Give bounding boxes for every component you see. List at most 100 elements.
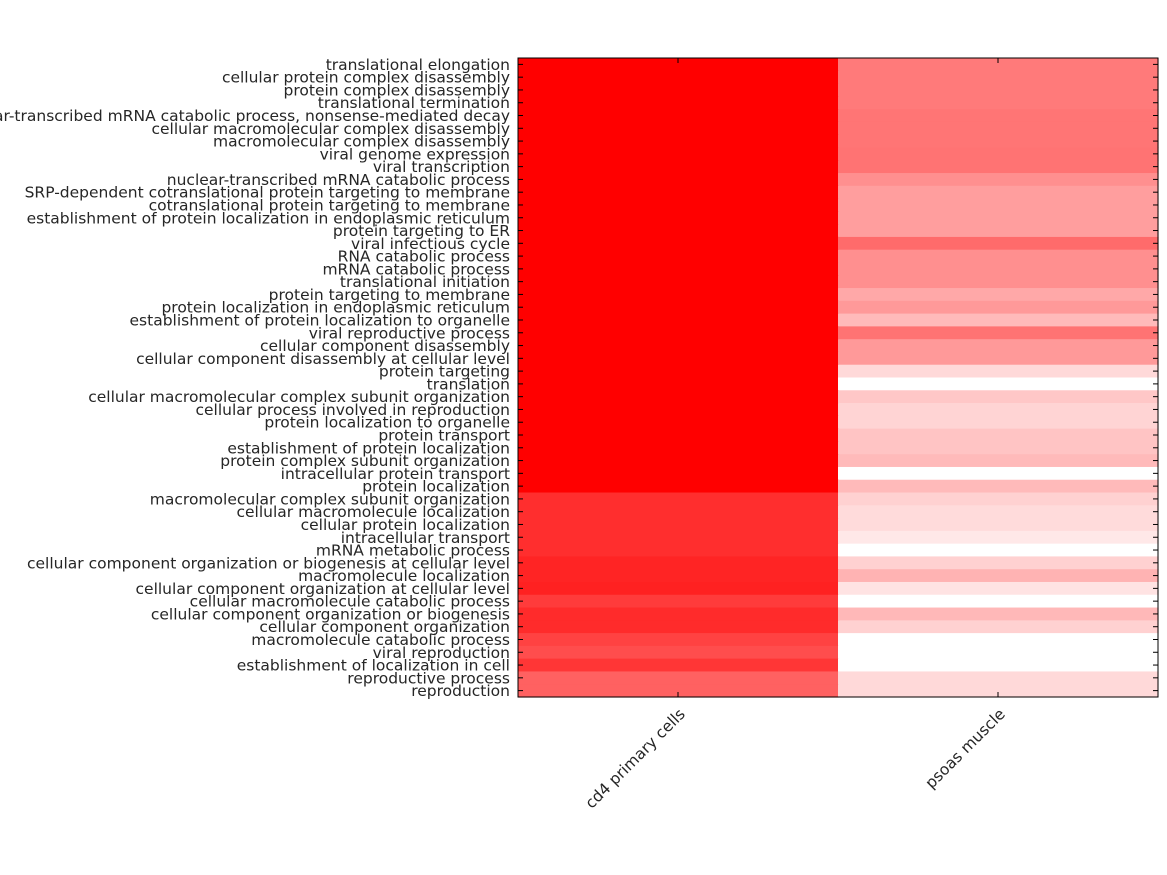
heatmap-cell: [838, 109, 1159, 123]
y-tick-label: protein localization to organelle: [264, 414, 510, 432]
heatmap-cell: [838, 224, 1159, 238]
y-tick-label: cellular protein complex disassembly: [222, 69, 510, 87]
heatmap-cell: [838, 594, 1159, 609]
heatmap-cell: [838, 556, 1159, 570]
y-tick-label: protein localization: [362, 478, 510, 496]
heatmap-cell: [838, 326, 1159, 340]
heatmap-cell: [838, 479, 1159, 494]
y-tick-label: RNA catabolic process: [338, 248, 510, 266]
heatmap-cell: [838, 275, 1159, 289]
y-tick-label: cellular macromolecular complex disassem…: [151, 120, 510, 138]
heatmap-cell: [838, 415, 1159, 430]
heatmap-cell: [518, 160, 839, 174]
y-tick-label: macromolecular complex subunit organizat…: [150, 490, 510, 508]
heatmap-cell: [838, 121, 1159, 136]
y-tick-label: protein transport: [378, 427, 510, 445]
heatmap-cell: [518, 620, 839, 634]
y-tick-label: cellular process involved in reproductio…: [195, 401, 510, 419]
heatmap-cell: [518, 428, 839, 442]
y-tick-label: viral reproductive process: [309, 324, 510, 342]
heatmap-cell: [518, 454, 839, 468]
y-tick-label: protein localization in endoplasmic reti…: [161, 299, 510, 317]
y-tick-label: reproduction: [411, 682, 510, 700]
heatmap-cell: [518, 249, 839, 264]
heatmap-cell: [518, 492, 839, 506]
y-tick-label: macromolecule localization: [298, 567, 510, 585]
heatmap-cell: [518, 70, 839, 85]
heatmap-cell: [518, 262, 839, 276]
y-tick-label: cotranslational protein targeting to mem…: [149, 196, 510, 214]
y-tick-label: mRNA metabolic process: [316, 542, 510, 560]
y-tick-label: establishment of protein localization in…: [27, 209, 510, 227]
heatmap-cell: [838, 620, 1159, 634]
heatmap-cell: [838, 441, 1159, 455]
heatmap-cell: [518, 109, 839, 123]
heatmap-cell: [518, 83, 839, 97]
y-tick-label: cellular component organization or bioge…: [27, 554, 510, 572]
heatmap-cell: [838, 70, 1159, 85]
heatmap-cell: [838, 185, 1159, 200]
heatmap-cell: [518, 339, 839, 353]
y-tick-label: intracellular transport: [341, 529, 510, 547]
heatmap-cell: [518, 543, 839, 558]
y-tick-label: cellular component organization or bioge…: [151, 605, 510, 623]
y-tick-label: nuclear-transcribed mRNA catabolic proce…: [167, 171, 510, 189]
heatmap-cell: [838, 390, 1159, 404]
heatmap-cell: [838, 300, 1159, 315]
y-tick-label: viral reproduction: [373, 644, 510, 662]
heatmap-cell: [838, 377, 1159, 391]
heatmap-cell: [838, 543, 1159, 558]
heatmap-cell: [838, 633, 1159, 647]
y-tick-label: mRNA catabolic process: [322, 260, 510, 278]
heatmap-cell: [518, 466, 839, 481]
heatmap-cell: [518, 633, 839, 647]
heatmap-cell: [518, 645, 839, 660]
heatmap-cell: [518, 313, 839, 327]
heatmap-cell: [518, 403, 839, 417]
heatmap-cell: [518, 658, 839, 673]
heatmap-cell: [838, 364, 1159, 379]
heatmap-cell: [518, 390, 839, 404]
y-tick-label: viral infectious cycle: [351, 235, 510, 253]
heatmap-cell: [518, 505, 839, 519]
y-tick-label: cellular macromolecular complex subunit …: [88, 388, 510, 406]
heatmap-cell: [518, 236, 839, 251]
y-tick-label: viral genome expression: [320, 145, 510, 163]
heatmap-cell: [838, 466, 1159, 481]
heatmap-cell: [838, 198, 1159, 212]
y-tick-label: reproductive process: [347, 669, 510, 687]
heatmap-cell: [518, 185, 839, 200]
heatmap-cell: [518, 198, 839, 212]
y-tick-label: cellular component organization: [259, 618, 510, 636]
heatmap-cell: [518, 351, 839, 366]
plot-frame: [517, 57, 1159, 698]
heatmap-cell: [838, 147, 1159, 161]
heatmap-cell: [838, 581, 1159, 596]
heatmap-cell: [518, 224, 839, 238]
heatmap-cell: [518, 300, 839, 315]
heatmap-cell: [838, 211, 1159, 225]
y-tick-label: translational initiation: [340, 273, 510, 291]
y-tick-label: macromolecule catabolic process: [251, 631, 510, 649]
heatmap-cell: [838, 288, 1159, 302]
heatmap-cell: [838, 454, 1159, 468]
y-tick-label: cellular macromolecule catabolic process: [190, 593, 510, 611]
y-tick-label: translational elongation: [326, 56, 510, 74]
heatmap-cell: [838, 530, 1159, 545]
heatmap-cell: [838, 671, 1159, 685]
heatmap-cell: [518, 121, 839, 136]
y-tick-label: establishment of localization in cell: [237, 657, 510, 675]
y-tick-label: macromolecular complex disassembly: [213, 133, 510, 151]
y-tick-label: intracellular protein transport: [281, 465, 510, 483]
heatmap-cell: [838, 134, 1159, 149]
heatmap-cell: [838, 428, 1159, 442]
y-tick-label: protein targeting: [379, 363, 510, 381]
y-tick-label: protein complex disassembly: [284, 81, 510, 99]
heatmap-cell: [838, 160, 1159, 174]
y-tick-label: establishment of protein localization: [227, 439, 510, 457]
heatmap-cell: [518, 275, 839, 289]
heatmap-cell: [518, 211, 839, 225]
heatmap-cell: [838, 607, 1159, 621]
y-tick-label: cellular macromolecule localization: [236, 503, 510, 521]
